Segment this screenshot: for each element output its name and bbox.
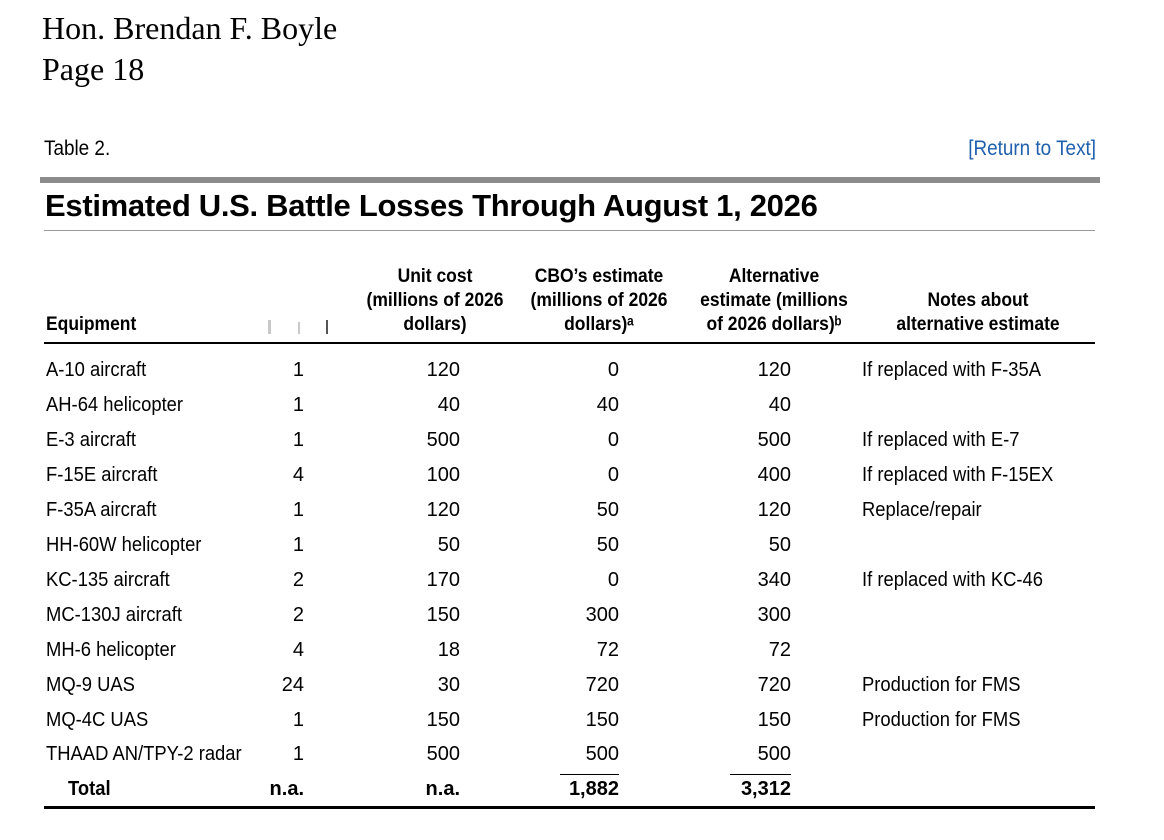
alternative-sum-rule — [730, 774, 791, 775]
header-divider — [44, 342, 1095, 344]
cell-cbo-estimate: 40 — [596, 394, 619, 416]
cell-alternative-estimate: 150 — [757, 709, 791, 731]
cell-equipment: MQ-9 UAS — [46, 674, 135, 696]
cell-alternative-estimate: 50 — [768, 534, 791, 556]
table-bottom-rule — [44, 806, 1095, 809]
title-divider — [44, 230, 1095, 231]
cbo-sum-rule — [560, 774, 619, 775]
letterhead: Hon. Brendan F. Boyle Page 18 — [42, 8, 337, 90]
cell-unit-cost: 150 — [426, 709, 460, 731]
cell-alternative-estimate: 340 — [757, 569, 791, 591]
cell-note: If replaced with E-7 — [862, 429, 1020, 451]
cell-cbo-estimate: 50 — [596, 499, 619, 521]
cell-cbo-estimate: 0 — [607, 429, 619, 451]
header-quantity-mark — [326, 320, 328, 334]
cell-cbo-estimate: 50 — [596, 534, 619, 556]
cell-quantity: 1 — [292, 499, 304, 521]
cell-note: Production for FMS — [862, 709, 1021, 731]
cell-equipment: HH-60W helicopter — [46, 534, 202, 556]
cell-unit-cost: 18 — [437, 639, 460, 661]
cell-equipment: THAAD AN/TPY-2 radar — [46, 743, 242, 765]
cell-quantity: 1 — [292, 429, 304, 451]
table-title: Estimated U.S. Battle Losses Through Aug… — [45, 188, 818, 223]
cell-quantity: 2 — [292, 604, 304, 626]
cell-alternative-estimate: 120 — [757, 359, 791, 381]
cell-note: If replaced with F-15EX — [862, 464, 1054, 486]
return-to-text-link[interactable]: [Return to Text] — [968, 137, 1096, 160]
cell-cbo-estimate: 0 — [607, 359, 619, 381]
cell-unit-cost: 120 — [426, 359, 460, 381]
cell-alternative-estimate: 400 — [757, 464, 791, 486]
cell-quantity: 2 — [292, 569, 304, 591]
cell-quantity: 1 — [292, 394, 304, 416]
header-equipment: Equipment — [46, 314, 137, 335]
table-top-bar — [40, 177, 1100, 183]
cell-alternative-estimate: 72 — [768, 639, 791, 661]
cell-cbo-estimate: 300 — [585, 604, 619, 626]
cell-alternative-estimate: 500 — [757, 743, 791, 765]
cell-quantity: 1 — [292, 359, 304, 381]
cell-cbo-estimate: 150 — [585, 709, 619, 731]
header-quantity-mark — [268, 320, 271, 334]
cell-alternative-estimate: 120 — [757, 499, 791, 521]
cell-note: If replaced with KC-46 — [862, 569, 1044, 591]
cell-equipment: E-3 aircraft — [46, 429, 136, 451]
cell-equipment: F-15E aircraft — [46, 464, 158, 486]
addressee: Hon. Brendan F. Boyle — [42, 10, 338, 46]
table-label: Table 2. — [44, 137, 111, 160]
cell-quantity: 24 — [281, 674, 304, 696]
cell-unit-cost: 40 — [437, 394, 460, 416]
cell-cbo-estimate: 0 — [607, 464, 619, 486]
cell-cbo-estimate: 720 — [585, 674, 619, 696]
cell-unit-cost: 500 — [426, 743, 460, 765]
cell-quantity: 4 — [292, 639, 304, 661]
cell-alternative-estimate: 40 — [768, 394, 791, 416]
cell-unit-cost: 50 — [437, 534, 460, 556]
cell-unit-cost: 170 — [426, 569, 460, 591]
cell-unit-cost: 30 — [437, 674, 460, 696]
cell-note: Production for FMS — [862, 674, 1021, 696]
cell-equipment: AH-64 helicopter — [46, 394, 184, 416]
header-cbo-estimate: CBO’s estimate (millions of 2026 dollars… — [530, 266, 668, 335]
cell-note: Replace/repair — [862, 499, 982, 521]
cell-quantity: 1 — [292, 709, 304, 731]
total-unit-cost: n.a. — [425, 778, 460, 800]
total-label: Total — [68, 778, 111, 800]
cell-note: If replaced with F-35A — [862, 359, 1041, 381]
cell-equipment: KC-135 aircraft — [46, 569, 170, 591]
cell-unit-cost: 120 — [426, 499, 460, 521]
total-quantity: n.a. — [269, 778, 304, 800]
cell-equipment: MH-6 helicopter — [46, 639, 176, 661]
cell-unit-cost: 100 — [426, 464, 460, 486]
cell-unit-cost: 150 — [426, 604, 460, 626]
cell-unit-cost: 500 — [426, 429, 460, 451]
page-number: Page 18 — [42, 51, 145, 87]
cell-equipment: F-35A aircraft — [46, 499, 157, 521]
cell-cbo-estimate: 72 — [596, 639, 619, 661]
total-cbo-estimate: 1,882 — [568, 778, 619, 800]
cell-equipment: A-10 aircraft — [46, 359, 147, 381]
cell-cbo-estimate: 500 — [585, 743, 619, 765]
header-unit-cost: Unit cost (millions of 2026 dollars) — [366, 266, 504, 335]
cell-alternative-estimate: 720 — [757, 674, 791, 696]
cell-quantity: 4 — [292, 464, 304, 486]
total-alternative-estimate: 3,312 — [740, 778, 791, 800]
cell-equipment: MQ-4C UAS — [46, 709, 149, 731]
header-alternative-estimate: Alternative estimate (millions of 2026 d… — [700, 266, 848, 335]
cell-quantity: 1 — [292, 743, 304, 765]
cell-alternative-estimate: 500 — [757, 429, 791, 451]
header-quantity-mark — [298, 322, 300, 334]
cell-cbo-estimate: 0 — [607, 569, 619, 591]
header-quantity — [268, 316, 340, 336]
cell-quantity: 1 — [292, 534, 304, 556]
cell-alternative-estimate: 300 — [757, 604, 791, 626]
header-notes: Notes about alternative estimate — [896, 290, 1060, 335]
cell-equipment: MC-130J aircraft — [46, 604, 182, 626]
